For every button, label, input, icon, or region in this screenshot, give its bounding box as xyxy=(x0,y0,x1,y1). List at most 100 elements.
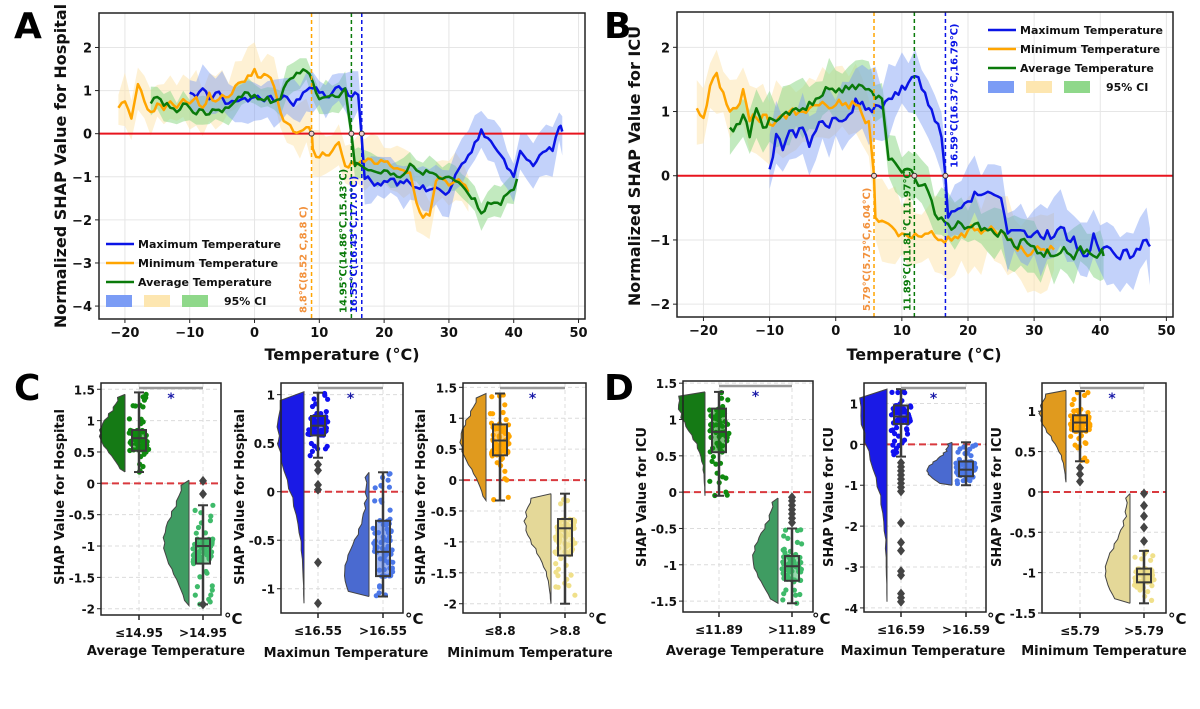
panel-d1-raincloud: SHAP Value for ICU Average Temperature °… xyxy=(635,377,831,659)
panel-c2-data-point xyxy=(307,453,313,459)
panel-a-legend-label-min: Minimum Temperature xyxy=(138,257,278,270)
panel-c2-violin xyxy=(276,390,305,604)
panel-d3-xlabel: Minimum Temperature xyxy=(1021,644,1187,659)
panel-d3-unit: °C xyxy=(1168,610,1187,628)
panel-c1-ytick-label: 1 xyxy=(87,415,95,429)
panel-c2-data-point xyxy=(376,590,382,596)
panel-c3-data-point xyxy=(558,501,564,507)
panel-d2-xtick-label: ≤16.59 xyxy=(877,623,925,637)
panel-a-legend-label-max: Maximum Temperature xyxy=(138,238,281,251)
panel-c1-ytick-label: -1.5 xyxy=(69,571,95,585)
panel-d2-unit: °C xyxy=(987,610,1006,628)
panel-c2-data-point xyxy=(377,584,383,590)
panel-a-threshold-point-max xyxy=(358,130,365,137)
panel-b-xlabel: Temperature (°C) xyxy=(846,345,1001,364)
panel-c3-ytick-label: -2 xyxy=(444,598,457,612)
panel-d3-ytick-label: -0.5 xyxy=(1010,526,1036,540)
panel-c3-xlabel: Minimum Temperature xyxy=(447,646,613,661)
panel-c2-ytick-label: -1 xyxy=(262,583,275,597)
panel-d1-data-point xyxy=(781,533,787,539)
panel-d1-xlabel: Average Temperature xyxy=(666,644,824,659)
panel-a-ci-band-max xyxy=(189,64,563,218)
panel-b-ci-band-avg xyxy=(729,57,1104,285)
panel-c2-data-point xyxy=(385,477,391,483)
panel-a-xtick-label: 50 xyxy=(569,326,587,341)
panel-d3-frame xyxy=(1041,382,1167,614)
panel-c3-ytick-label: 0 xyxy=(449,474,457,488)
panel-c1-data-point xyxy=(210,536,216,542)
panel-d2-data-point xyxy=(890,442,896,448)
panel-c3-box xyxy=(557,518,573,557)
panel-c1-xtick-label: ≤14.95 xyxy=(115,626,163,640)
panel-c1-data-point xyxy=(208,592,214,598)
panel-d2-frame xyxy=(863,382,987,613)
panel-d2-data-point xyxy=(907,403,914,409)
panel-c1-data-point xyxy=(194,584,200,590)
panel-d2-data-point xyxy=(954,478,960,484)
panel-a-ytick-label: 0 xyxy=(83,128,92,143)
panel-c3-violin xyxy=(523,493,552,604)
panel-c2-unit: °C xyxy=(405,610,424,628)
panel-d3-raincloud: SHAP Value for ICU Minimum Temperature °… xyxy=(990,382,1187,659)
panel-d2-data-point xyxy=(901,437,908,443)
panel-b-threshold-point-avg xyxy=(911,172,918,179)
panel-b-xtick-label: 20 xyxy=(959,324,977,339)
panel-c2-box xyxy=(375,519,391,578)
panel-d2-data-point xyxy=(955,449,961,455)
panel-c3-data-point xyxy=(502,476,508,482)
panel-c3-data-point xyxy=(489,394,495,400)
panel-c1-data-point xyxy=(143,395,149,401)
panel-a-xtick-label: 10 xyxy=(310,326,328,341)
panel-c1-data-point xyxy=(209,587,215,593)
panel-c1-data-point xyxy=(204,570,210,576)
panel-a-threshold-label-max: 16.55℃(16.43℃,17.0℃) xyxy=(349,176,360,313)
panel-c1-violin xyxy=(162,479,190,607)
panel-c2-data-point xyxy=(387,507,393,513)
panel-c1-ylabel: SHAP Value for Hospital xyxy=(53,409,68,585)
panel-d3-data-point xyxy=(1087,423,1093,429)
panel-c1-data-point xyxy=(130,403,136,409)
panel-a-threshold-point-min xyxy=(308,130,315,137)
panel-b-ytick-label: 1 xyxy=(661,106,670,121)
panel-a-series-avg xyxy=(149,68,519,215)
panel-d1-frame xyxy=(682,380,814,613)
panel-c1-raincloud: SHAP Value for Hospital Average Temperat… xyxy=(53,382,245,659)
panel-b-ytick-label: 2 xyxy=(661,41,670,56)
panel-b-frame xyxy=(676,11,1174,318)
panel-d2-data-point xyxy=(895,389,901,396)
panel-d2-data-point xyxy=(891,452,897,458)
panel-b-xtick-label: −20 xyxy=(689,324,718,339)
panel-b-xtick-label: 40 xyxy=(1091,324,1109,339)
panel-d3-violin xyxy=(1104,493,1131,604)
panel-d3-outlier xyxy=(1140,500,1148,511)
panel-c1-data-point xyxy=(207,518,213,524)
panel-d1-ytick-label: 0.5 xyxy=(656,450,677,464)
panel-c3-frame xyxy=(462,382,587,614)
panel-b-series-min xyxy=(695,71,1055,258)
panel-c1-data-point xyxy=(141,451,147,457)
panel-b-xtick-label: 50 xyxy=(1157,324,1175,339)
panel-a-ytick-label: −3 xyxy=(72,257,92,272)
panel-d2-data-point xyxy=(889,389,895,395)
panel-d1-data-point xyxy=(713,461,719,467)
panel-d2-data-point xyxy=(904,427,910,433)
panel-c1-data-point xyxy=(192,507,198,513)
panel-d3-data-point xyxy=(1132,554,1138,560)
panel-d1-xtick-label: >11.89 xyxy=(768,623,816,637)
panel-c3-unit: °C xyxy=(588,610,607,628)
panel-label-d: D xyxy=(604,368,634,409)
panel-d2-data-point xyxy=(892,431,898,437)
panel-d3-significance-star: * xyxy=(1108,391,1116,407)
panel-d2-xtick-label: >16.59 xyxy=(942,623,990,637)
panel-c2-ytick-label: 1 xyxy=(267,389,275,403)
panel-d1-data-point xyxy=(707,478,713,484)
panel-b-threshold-label-avg: 11.89℃(11.81℃,11.97℃) xyxy=(902,167,913,311)
panel-d1-data-point xyxy=(798,527,804,533)
panel-c1-data-point xyxy=(208,513,214,519)
panel-d3-xtick-label: ≤5.79 xyxy=(1060,624,1100,638)
panel-d2-outlier xyxy=(897,596,905,607)
panel-d2-data-point xyxy=(901,389,907,395)
panel-c1-unit: °C xyxy=(224,610,243,628)
panel-d3-data-point xyxy=(1151,577,1157,583)
